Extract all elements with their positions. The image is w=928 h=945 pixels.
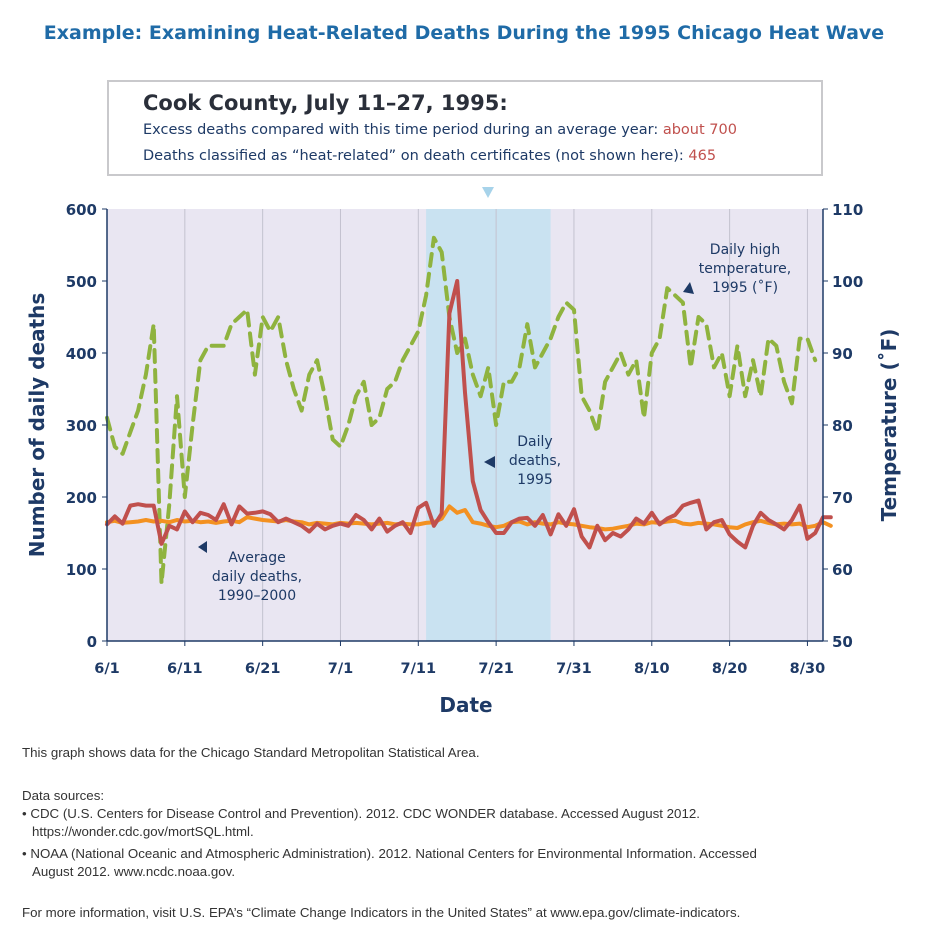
y2-tick-label: 80 [832,417,853,435]
heat-related-deaths-label: Deaths classified as “heat-related” on d… [143,148,689,164]
x-tick-label: 7/31 [556,661,592,677]
excess-deaths-label: Excess deaths compared with this time pe… [143,122,663,138]
deaths-annotation-arrow-icon [484,456,495,468]
axes: 0 100 200 300 400 500 600 50 60 70 80 90 100 110 6/1 6/… [66,201,864,677]
y2-tick-label: 50 [832,633,853,651]
y-tick-label: 300 [66,417,97,435]
y-tick-label: 200 [66,489,97,507]
y-tick-label: 400 [66,345,97,363]
avg-annotation-line3: 1990–2000 [218,588,296,604]
excess-deaths-value: about 700 [662,122,737,138]
sources-heading: Data sources: [22,788,105,803]
deaths-annotation-line3: 1995 [517,472,553,488]
heat-wave-chart: 0 100 200 300 400 500 600 50 60 70 80 90 100 110 6/1 6/… [25,201,901,717]
excess-deaths-line: Excess deaths compared with this time pe… [143,122,737,138]
info-box: Cook County, July 11–27, 1995: Excess de… [107,80,823,176]
y-tick-label: 100 [66,561,97,579]
avg-annotation-line1: Average [228,550,286,566]
heat-related-deaths-line: Deaths classified as “heat-related” on d… [143,148,716,164]
temp-annotation-line3: 1995 (˚F) [712,279,778,296]
more-info: For more information, visit U.S. EPA’s “… [22,905,741,920]
y2-tick-label: 60 [832,561,853,579]
y2-tick-label: 110 [832,201,863,219]
x-tick-label: 7/11 [401,661,437,677]
source-cdc-line1: • CDC (U.S. Centers for Disease Control … [22,806,700,821]
source-noaa-line1: • NOAA (National Oceanic and Atmospheric… [22,846,757,861]
source-noaa-line2: August 2012. www.ncdc.noaa.gov. [32,864,236,879]
deaths-1995-line [105,279,833,550]
y-axis-title: Number of daily deaths [25,293,49,558]
y2-tick-label: 90 [832,345,853,363]
info-box-pointer-icon [482,187,494,198]
chart-note: This graph shows data for the Chicago St… [22,745,480,760]
y2-tick-label: 100 [832,273,863,291]
series-group [105,235,833,586]
temp-annotation-line2: temperature, [699,261,791,277]
x-tick-label: 7/21 [478,661,514,677]
deaths-annotation-line2: deaths, [509,453,561,469]
x-tick-label: 7/1 [328,661,353,677]
y-tick-label: 500 [66,273,97,291]
heat-related-deaths-value: 465 [688,148,717,164]
y2-tick-label: 70 [832,489,853,507]
x-tick-label: 8/10 [634,661,670,677]
avg-annotation-line2: daily deaths, [212,569,302,585]
y-tick-label: 0 [87,633,97,651]
y2-axis-title: Temperature (˚F) [877,329,901,522]
temperature-line [105,235,818,586]
avg-annotation-arrow-icon [198,541,207,553]
source-cdc-line2: https://wonder.cdc.gov/mortSQL.html. [32,824,254,839]
temp-annotation-arrow-icon [683,282,694,294]
y-tick-label: 600 [66,201,97,219]
page-title: Example: Examining Heat-Related Deaths D… [43,22,885,44]
x-tick-label: 6/11 [167,661,203,677]
x-tick-label: 6/1 [94,661,119,677]
info-box-title: Cook County, July 11–27, 1995: [143,91,508,115]
x-axis-title: Date [439,693,492,717]
deaths-annotation-line1: Daily [517,434,552,450]
x-tick-label: 6/21 [245,661,281,677]
x-tick-label: 8/20 [712,661,748,677]
temp-annotation-line1: Daily high [710,242,780,258]
x-tick-label: 8/30 [790,661,826,677]
